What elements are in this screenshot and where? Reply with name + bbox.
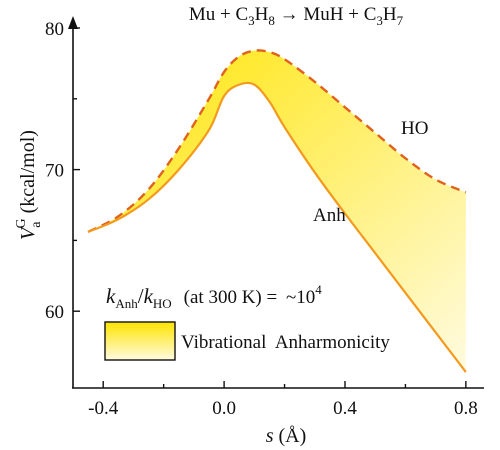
title-propyl-sub-7: 7 [397, 13, 404, 28]
legend-swatch [105, 322, 175, 360]
title-product-muh: MuH [303, 4, 343, 25]
x-tick-label: 0.8 [454, 398, 478, 419]
ratio-value: ~10 [286, 287, 315, 308]
y-axis-arrowhead [68, 16, 78, 29]
ratio-exponent: 4 [315, 282, 322, 297]
title-plus-2: + [344, 4, 364, 25]
title-propane-c: C [235, 4, 248, 25]
y-tick-label: 70 [45, 161, 64, 182]
x-label-unit: (Å) [274, 425, 307, 447]
x-tick-label: 0.4 [333, 398, 357, 419]
chart-title: Mu + C3H8 → MuH + C3H7 [189, 4, 404, 28]
title-propyl-c: C [364, 4, 377, 25]
title-plus: + [215, 4, 235, 25]
x-tick-label: 0.0 [212, 398, 236, 419]
y-label-superscript: G [14, 218, 29, 228]
rate-ratio-annotation: kAnh/kHO (at 300 K) = ~104 [106, 282, 322, 311]
y-axis-label: VaG (kcal/mol) [14, 130, 44, 240]
title-propyl-h: H [383, 4, 397, 25]
temperature-condition: (at 300 K) = [184, 287, 282, 308]
title-reactant-mu: Mu [189, 4, 216, 25]
series-label-ho: HO [401, 118, 428, 139]
y-label-subscript: a [29, 221, 44, 228]
x-axis-label: s (Å) [266, 425, 307, 447]
y-tick-label: 60 [45, 302, 64, 323]
k-ho-subscript: HO [153, 296, 172, 311]
x-tick-label: -0.4 [88, 398, 119, 419]
y-label-unit: (kcal/mol) [17, 130, 39, 218]
title-propane-h: H [255, 4, 269, 25]
title-arrow: → [275, 4, 304, 25]
y-tick-label: 80 [45, 19, 64, 40]
x-label-symbol: s [266, 425, 274, 447]
series-label-anh: Anh [313, 205, 346, 226]
legend-label: Vibrational Anharmonicity [181, 332, 390, 353]
k-anh-subscript: Anh [115, 296, 138, 311]
